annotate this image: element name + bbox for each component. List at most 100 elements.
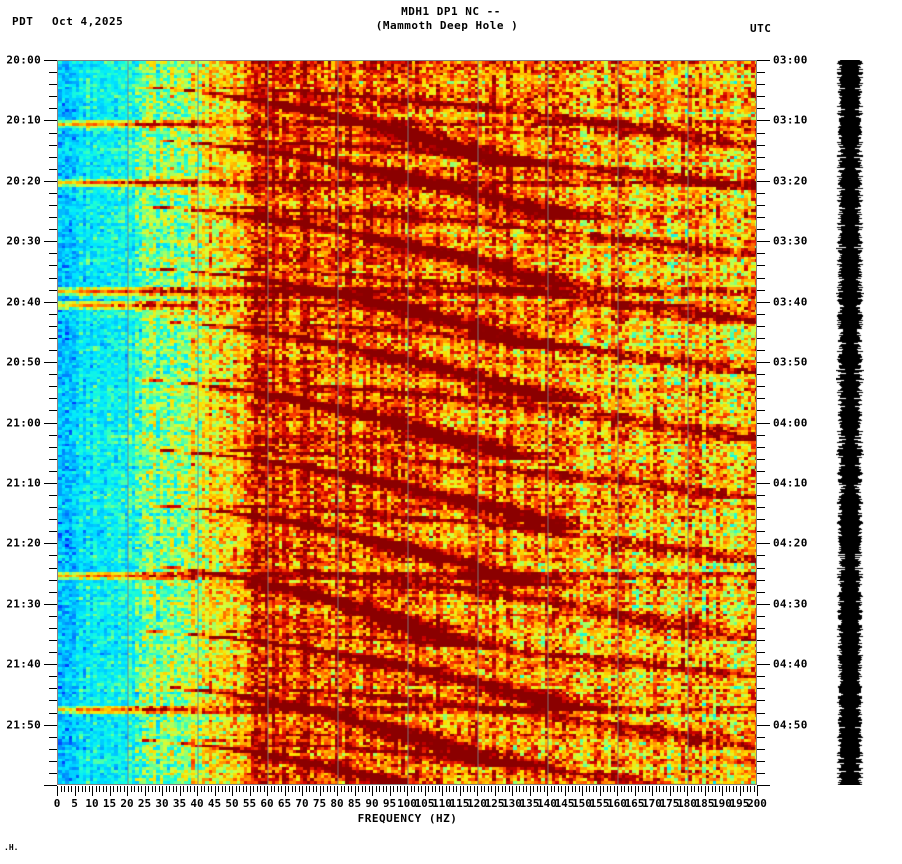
frequency-axis-label: 20 xyxy=(120,797,134,810)
right-axis-minor-tick xyxy=(757,410,765,412)
frequency-minor-tick xyxy=(323,786,324,792)
frequency-major-tick xyxy=(617,786,618,796)
frequency-minor-tick xyxy=(522,786,524,792)
left-axis-label: 20:20 xyxy=(6,174,41,188)
left-axis-label: 21:00 xyxy=(6,416,41,429)
left-axis-minor-tick xyxy=(49,398,57,400)
frequency-axis-label: 55 xyxy=(242,797,257,810)
frequency-axis-label: 85 xyxy=(347,797,362,810)
left-axis-major-tick xyxy=(44,543,57,545)
frequency-minor-tick xyxy=(158,786,160,792)
frequency-minor-tick xyxy=(638,786,639,792)
frequency-minor-tick xyxy=(708,786,709,792)
right-axis-label: 04:30 xyxy=(773,597,808,611)
frequency-major-tick xyxy=(162,786,163,796)
right-axis-label: 04:00 xyxy=(773,416,808,429)
frequency-minor-tick xyxy=(218,786,219,792)
left-axis-minor-tick xyxy=(49,712,57,714)
frequency-minor-tick xyxy=(729,786,730,792)
title-station-line: MDH1 DP1 NC -- xyxy=(401,5,501,18)
frequency-minor-tick xyxy=(596,786,597,792)
right-axis-label: 04:10 xyxy=(773,476,808,490)
frequency-minor-tick xyxy=(666,786,667,792)
frequency-minor-tick xyxy=(106,786,107,792)
left-axis-label: 21:40 xyxy=(6,657,41,671)
frequency-minor-tick xyxy=(186,786,188,792)
frequency-axis-label: 40 xyxy=(190,797,204,810)
frequency-minor-tick xyxy=(78,786,79,792)
frequency-minor-tick xyxy=(130,786,132,792)
frequency-minor-tick xyxy=(533,786,534,792)
frequency-axis-label: 145 xyxy=(554,797,575,810)
frequency-minor-tick xyxy=(235,786,237,792)
frequency-minor-tick xyxy=(64,786,65,792)
frequency-minor-tick xyxy=(246,786,247,792)
frequency-minor-tick xyxy=(575,786,576,792)
frequency-axis-label: 130 xyxy=(502,797,522,810)
frequency-minor-tick xyxy=(655,786,657,792)
frequency-minor-tick xyxy=(694,786,695,792)
frequency-axis-label: 190 xyxy=(712,797,732,810)
frequency-major-tick xyxy=(704,786,706,796)
frequency-minor-tick xyxy=(113,786,114,792)
frequency-axis-label: 25 xyxy=(137,797,152,810)
frequency-minor-tick xyxy=(627,786,629,792)
frequency-minor-tick xyxy=(519,786,520,792)
left-axis-label: 20:30 xyxy=(6,234,41,248)
right-axis-minor-tick xyxy=(757,205,765,206)
left-axis-minor-tick xyxy=(49,507,57,509)
right-axis-minor-tick xyxy=(757,640,765,641)
frequency-minor-tick xyxy=(606,786,608,792)
left-axis-minor-tick xyxy=(49,555,57,557)
frequency-minor-tick xyxy=(659,786,660,792)
frequency-minor-tick xyxy=(568,786,569,792)
frequency-minor-tick xyxy=(603,786,604,792)
left-axis-minor-tick xyxy=(49,640,57,641)
time-axis-utc: 03:00 03:10 03:20 03:30 03:40 03:50 04:00 04:10… xyxy=(757,54,847,786)
frequency-minor-tick xyxy=(438,786,440,792)
frequency-minor-tick xyxy=(116,786,118,792)
frequency-minor-tick xyxy=(176,786,177,792)
frequency-minor-tick xyxy=(613,786,615,792)
right-axis-major-tick xyxy=(757,482,770,484)
right-axis-major-tick xyxy=(757,785,770,786)
frequency-minor-tick xyxy=(445,786,447,792)
left-axis-minor-tick xyxy=(49,229,57,231)
left-axis-minor-tick xyxy=(49,313,57,315)
right-axis-minor-tick xyxy=(757,313,765,315)
left-axis-label: 21:30 xyxy=(6,597,41,611)
frequency-minor-tick xyxy=(421,786,422,792)
frequency-minor-tick xyxy=(277,786,279,792)
left-axis-label: 20:50 xyxy=(6,355,41,369)
frequency-major-tick xyxy=(599,786,601,796)
frequency-minor-tick xyxy=(288,786,289,792)
frequency-minor-tick xyxy=(123,786,125,792)
right-axis-minor-tick xyxy=(757,676,765,678)
frequency-minor-tick xyxy=(484,786,485,792)
frequency-major-tick xyxy=(337,786,338,796)
frequency-minor-tick xyxy=(305,786,307,792)
left-axis-major-tick xyxy=(44,120,57,122)
right-axis-minor-tick xyxy=(757,217,765,219)
right-axis-major-tick xyxy=(757,362,770,364)
left-axis-label: 21:50 xyxy=(6,718,41,732)
left-axis-minor-tick xyxy=(49,277,57,279)
frequency-minor-tick xyxy=(67,786,69,792)
frequency-minor-tick xyxy=(505,786,506,792)
left-axis-label: 21:20 xyxy=(6,536,41,550)
left-axis-minor-tick xyxy=(49,289,57,291)
left-axis-minor-tick xyxy=(49,374,57,376)
frequency-minor-tick xyxy=(172,786,174,792)
frequency-minor-tick xyxy=(645,786,646,792)
right-axis-minor-tick xyxy=(757,253,765,255)
spectrogram-plot[interactable] xyxy=(57,60,757,785)
frequency-major-tick xyxy=(687,786,688,796)
left-axis-minor-tick xyxy=(49,519,57,521)
frequency-minor-tick xyxy=(578,786,580,792)
frequency-minor-tick xyxy=(753,786,755,792)
frequency-axis-label: 200 xyxy=(747,797,767,810)
frequency-major-tick xyxy=(214,786,216,796)
right-axis-major-tick xyxy=(757,422,770,424)
frequency-minor-tick xyxy=(253,786,254,792)
frequency-minor-tick xyxy=(550,786,552,792)
